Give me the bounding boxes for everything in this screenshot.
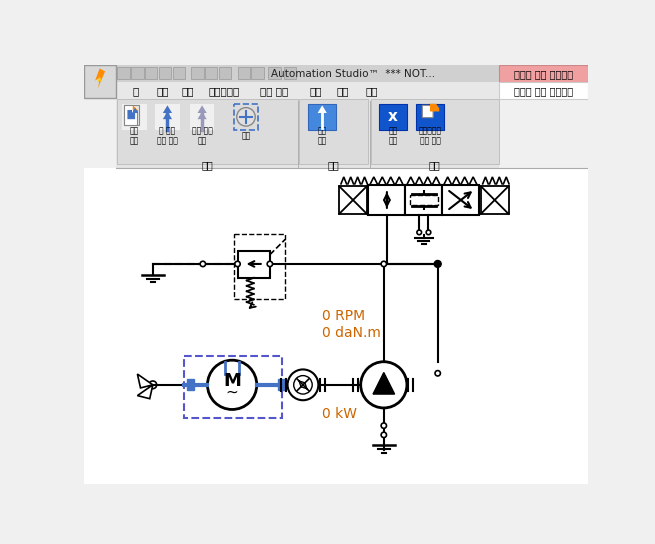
Text: 0 daN.m: 0 daN.m bbox=[322, 326, 381, 340]
Text: 홈: 홈 bbox=[133, 86, 139, 96]
Circle shape bbox=[381, 423, 386, 428]
Bar bbox=[83, 65, 116, 97]
Text: 변수
구성: 변수 구성 bbox=[388, 126, 398, 146]
Circle shape bbox=[381, 261, 386, 267]
Text: ~: ~ bbox=[226, 384, 238, 399]
Text: 시뮬레이션: 시뮬레이션 bbox=[209, 86, 240, 96]
Circle shape bbox=[267, 261, 272, 267]
Bar bbox=[278, 380, 286, 390]
Text: 한 레벨
위로 이동: 한 레벨 위로 이동 bbox=[157, 126, 178, 146]
Circle shape bbox=[236, 108, 255, 126]
Polygon shape bbox=[98, 76, 102, 82]
Text: Automation Studio™  *** NOT...: Automation Studio™ *** NOT... bbox=[271, 69, 435, 79]
Bar bbox=[498, 65, 588, 82]
Text: 도구: 도구 bbox=[337, 86, 349, 96]
Bar bbox=[284, 67, 296, 79]
Polygon shape bbox=[138, 374, 153, 388]
Bar bbox=[116, 99, 498, 169]
Text: 편집: 편집 bbox=[157, 86, 169, 96]
Bar bbox=[234, 104, 258, 130]
Bar bbox=[238, 251, 270, 278]
Bar bbox=[159, 67, 172, 79]
Bar bbox=[117, 99, 297, 164]
Bar bbox=[155, 104, 179, 130]
Bar bbox=[190, 104, 214, 130]
Bar bbox=[124, 106, 139, 125]
Text: 동작
열기: 동작 열기 bbox=[318, 126, 327, 146]
Bar bbox=[309, 104, 336, 130]
Bar bbox=[234, 234, 286, 299]
Circle shape bbox=[426, 230, 431, 234]
Polygon shape bbox=[373, 373, 394, 394]
Bar bbox=[131, 67, 143, 79]
Polygon shape bbox=[318, 106, 327, 113]
Polygon shape bbox=[95, 69, 105, 88]
Circle shape bbox=[434, 261, 441, 268]
Text: 기호 편집
종료: 기호 편집 종료 bbox=[192, 126, 212, 146]
Circle shape bbox=[235, 261, 240, 267]
Bar bbox=[145, 67, 157, 79]
Circle shape bbox=[200, 261, 206, 267]
Text: 구성: 구성 bbox=[429, 160, 441, 170]
Circle shape bbox=[381, 432, 386, 437]
Text: 포트: 포트 bbox=[241, 132, 251, 140]
Bar bbox=[219, 67, 231, 79]
Text: 시뮬레이션
설정 구성: 시뮬레이션 설정 구성 bbox=[419, 126, 441, 146]
Bar bbox=[371, 99, 498, 164]
Text: 사용자 정의 콘포넌트: 사용자 정의 콘포넌트 bbox=[514, 86, 572, 96]
Polygon shape bbox=[197, 106, 207, 113]
Text: 유체: 유체 bbox=[310, 86, 322, 96]
Polygon shape bbox=[430, 104, 440, 112]
Bar bbox=[299, 99, 368, 164]
Circle shape bbox=[208, 360, 257, 410]
Polygon shape bbox=[133, 106, 138, 110]
Bar bbox=[187, 380, 195, 390]
Text: 0 kW: 0 kW bbox=[322, 407, 357, 421]
Circle shape bbox=[417, 230, 422, 234]
Bar bbox=[116, 82, 498, 99]
Bar bbox=[442, 184, 479, 215]
Bar bbox=[173, 67, 185, 79]
Text: 사용자 정의 콘포넌트: 사용자 정의 콘포넌트 bbox=[514, 69, 572, 79]
Bar bbox=[368, 184, 405, 215]
Polygon shape bbox=[163, 106, 172, 113]
Bar bbox=[379, 104, 407, 130]
Text: 동작: 동작 bbox=[328, 160, 340, 170]
Bar bbox=[117, 67, 130, 79]
Text: 고장 분석: 고장 분석 bbox=[260, 86, 289, 96]
Bar bbox=[191, 67, 204, 79]
Text: 보기: 보기 bbox=[182, 86, 195, 96]
Bar bbox=[122, 104, 147, 130]
Circle shape bbox=[361, 362, 407, 408]
Bar bbox=[498, 82, 588, 99]
Polygon shape bbox=[138, 385, 153, 399]
Polygon shape bbox=[128, 108, 138, 119]
Polygon shape bbox=[163, 112, 172, 119]
Text: 0 RPM: 0 RPM bbox=[322, 308, 365, 323]
Bar bbox=[269, 67, 280, 79]
Bar bbox=[339, 186, 367, 214]
Polygon shape bbox=[124, 106, 138, 125]
Bar bbox=[205, 67, 217, 79]
Text: 기호
열기: 기호 열기 bbox=[130, 126, 139, 146]
Polygon shape bbox=[197, 112, 207, 119]
Circle shape bbox=[435, 370, 440, 376]
Circle shape bbox=[288, 369, 318, 400]
Bar bbox=[183, 356, 282, 418]
Bar bbox=[238, 67, 250, 79]
Bar bbox=[481, 186, 508, 214]
Text: 편집: 편집 bbox=[202, 160, 214, 170]
Text: 지원: 지원 bbox=[365, 86, 378, 96]
Bar bbox=[410, 195, 438, 205]
Text: M: M bbox=[223, 372, 241, 390]
Bar bbox=[116, 65, 498, 82]
Polygon shape bbox=[422, 106, 433, 118]
Bar bbox=[405, 184, 442, 215]
Bar bbox=[416, 104, 444, 130]
Bar bbox=[252, 67, 264, 79]
Bar bbox=[83, 169, 588, 484]
Text: x: x bbox=[388, 109, 398, 125]
